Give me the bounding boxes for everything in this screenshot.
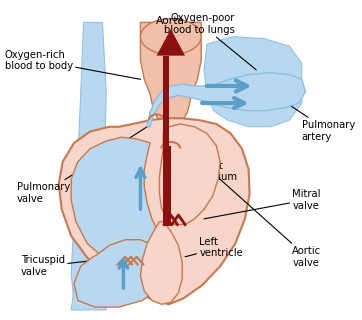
- Polygon shape: [163, 146, 171, 227]
- Polygon shape: [204, 36, 302, 127]
- Polygon shape: [71, 137, 163, 272]
- Text: Pulmonary
artery: Pulmonary artery: [287, 103, 355, 142]
- Text: Left
atrium: Left atrium: [199, 161, 237, 182]
- Text: Pulmonary
valve: Pulmonary valve: [17, 127, 147, 204]
- Text: Oxygen-rich
blood to body: Oxygen-rich blood to body: [5, 50, 140, 79]
- Polygon shape: [147, 73, 306, 127]
- Text: Right
ventricle: Right ventricle: [106, 277, 150, 299]
- Text: Left
ventricle: Left ventricle: [185, 236, 243, 258]
- Text: Mitral
valve: Mitral valve: [204, 189, 321, 219]
- Polygon shape: [74, 240, 166, 307]
- Text: Aortic
valve: Aortic valve: [188, 150, 321, 268]
- Polygon shape: [71, 22, 106, 302]
- Polygon shape: [140, 222, 182, 304]
- Ellipse shape: [140, 19, 201, 55]
- Polygon shape: [163, 56, 169, 146]
- Polygon shape: [71, 288, 106, 310]
- Text: Oxygen-poor
blood to lungs: Oxygen-poor blood to lungs: [164, 13, 256, 70]
- Polygon shape: [157, 29, 185, 56]
- Text: Right
atrium: Right atrium: [87, 187, 120, 209]
- Text: Tricuspid
valve: Tricuspid valve: [21, 255, 125, 277]
- Polygon shape: [140, 22, 201, 132]
- Polygon shape: [159, 124, 220, 225]
- Polygon shape: [59, 118, 249, 304]
- Text: Aorta: Aorta: [156, 16, 185, 26]
